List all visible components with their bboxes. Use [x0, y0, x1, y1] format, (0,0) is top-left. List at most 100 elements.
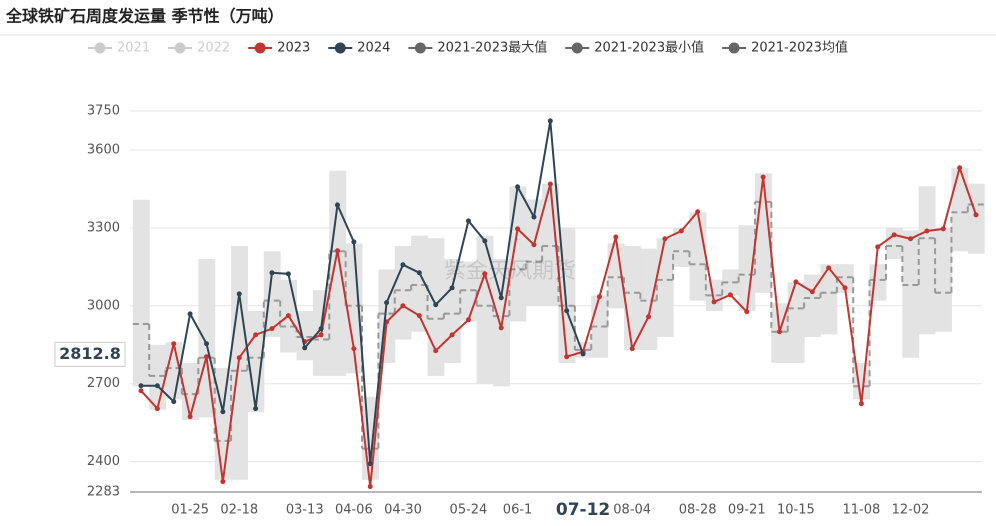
- legend-item[interactable]: 2021-2023最大值: [408, 40, 547, 56]
- range-band: [542, 183, 559, 306]
- series-point: [236, 291, 242, 297]
- series-point: [351, 239, 357, 245]
- legend-marker: [174, 42, 186, 54]
- series-point: [924, 228, 930, 234]
- range-band: [902, 230, 920, 358]
- legend-item[interactable]: 2021-2023均值: [722, 40, 848, 56]
- series-point: [203, 354, 209, 360]
- y-tick-label: 3300: [87, 220, 120, 235]
- y-tick-label: 3750: [87, 104, 120, 119]
- series-point: [744, 309, 750, 315]
- range-band: [198, 259, 216, 418]
- series-point: [957, 165, 963, 171]
- x-tick-label: 03-13: [286, 503, 324, 518]
- y-tick-label: 2700: [87, 376, 120, 391]
- legend-label: 2023: [277, 41, 310, 56]
- band-layer: [130, 110, 985, 493]
- series-point: [203, 341, 209, 347]
- series-point: [449, 332, 455, 338]
- series-point: [482, 238, 488, 244]
- legend-label: 2021-2023最小值: [594, 40, 704, 56]
- series-point: [138, 383, 144, 389]
- x-tick-label: 04-06: [335, 503, 373, 518]
- series-point: [334, 248, 340, 254]
- series-point: [777, 329, 783, 335]
- y-tick-label: 2400: [87, 454, 120, 469]
- range-band: [656, 238, 674, 337]
- series-point: [908, 236, 914, 242]
- legend-item[interactable]: 2021: [88, 41, 150, 56]
- x-tick-label: 10-15: [777, 503, 815, 518]
- series-point: [891, 232, 897, 238]
- range-band: [345, 243, 363, 374]
- series-point: [269, 326, 275, 332]
- legend-label: 2021-2023均值: [751, 40, 848, 56]
- series-point: [842, 285, 848, 291]
- x-pointer-label: 07-12: [556, 500, 610, 520]
- series-point: [433, 348, 439, 354]
- series-point: [498, 295, 504, 301]
- series-point: [269, 270, 275, 276]
- series-point: [596, 294, 602, 300]
- series-point: [351, 346, 357, 352]
- legend-label: 2021: [117, 41, 150, 56]
- range-band: [509, 186, 527, 322]
- series-point: [367, 461, 373, 467]
- series-point: [416, 270, 422, 276]
- series-point: [531, 242, 537, 248]
- legend-item[interactable]: 2023: [248, 41, 310, 56]
- series-point: [678, 228, 684, 234]
- legend-marker: [571, 42, 583, 54]
- series-point: [285, 313, 291, 319]
- legend-item[interactable]: 2022: [168, 41, 230, 56]
- series-point: [154, 383, 160, 389]
- series-point: [973, 212, 979, 218]
- series-point: [858, 401, 864, 407]
- legend-marker: [254, 42, 266, 54]
- x-tick-label: 05-24: [450, 503, 488, 518]
- series-point: [433, 302, 439, 308]
- series-point: [187, 311, 193, 317]
- series-point: [613, 234, 619, 240]
- legend-item[interactable]: 2021-2023最小值: [565, 40, 704, 56]
- legend-marker: [334, 42, 346, 54]
- y-tick-label: 2283: [87, 485, 120, 500]
- y-pointer-label: 2812.8: [59, 344, 121, 363]
- series-point: [515, 184, 521, 190]
- series-point: [253, 332, 259, 338]
- series-point: [367, 484, 373, 490]
- range-band: [640, 248, 658, 350]
- x-tick-label: 09-21: [728, 503, 766, 518]
- x-tick-label: 02-18: [220, 503, 258, 518]
- range-band: [149, 344, 167, 410]
- series-point: [580, 351, 586, 357]
- series-point: [809, 289, 815, 295]
- range-band: [951, 168, 969, 252]
- series-point: [171, 399, 177, 405]
- range-band: [181, 362, 199, 421]
- series-point: [547, 181, 553, 187]
- range-band: [820, 264, 838, 335]
- series-point: [547, 118, 553, 124]
- series-point: [515, 226, 521, 232]
- series-point: [138, 388, 144, 394]
- range-band: [738, 225, 756, 311]
- x-tick-label: 12-02: [892, 503, 930, 518]
- series-line: [141, 120, 584, 464]
- watermark: 紫金天风期货: [444, 259, 576, 284]
- range-band: [394, 246, 412, 340]
- y-tick-label: 3000: [87, 298, 120, 313]
- series-point: [449, 285, 455, 291]
- series-point: [465, 317, 471, 323]
- series-point: [285, 271, 291, 277]
- series-point: [171, 341, 177, 347]
- x-tick-label: 04-30: [384, 503, 422, 518]
- series-point: [498, 325, 504, 331]
- legend-marker: [728, 42, 740, 54]
- range-band: [411, 235, 429, 332]
- series-point: [187, 414, 193, 420]
- legend-item[interactable]: 2024: [328, 41, 390, 56]
- range-band: [967, 183, 985, 254]
- legend-marker: [414, 42, 426, 54]
